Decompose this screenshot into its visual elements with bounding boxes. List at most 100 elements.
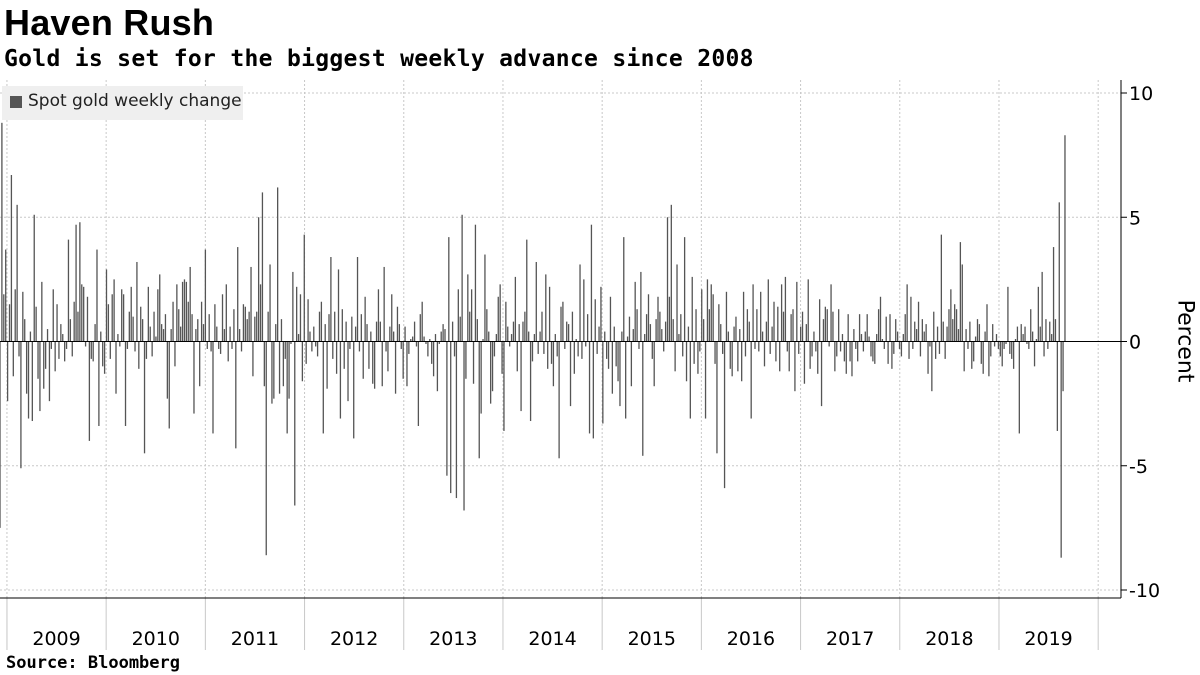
bar <box>425 341 427 344</box>
bar <box>1052 247 1055 342</box>
bar <box>588 341 591 434</box>
bar <box>1049 321 1051 342</box>
bar <box>297 334 300 342</box>
bar <box>351 316 353 342</box>
bar <box>978 324 981 342</box>
bar <box>541 311 543 342</box>
bar <box>672 319 674 342</box>
bar <box>83 286 85 342</box>
x-tick-label: 2009 <box>32 628 80 650</box>
bar <box>434 334 437 342</box>
bar <box>130 286 132 342</box>
bar <box>691 276 693 342</box>
bar <box>1047 341 1049 349</box>
bar <box>37 341 39 379</box>
y-axis-label: Percent <box>1172 299 1198 383</box>
bar <box>917 301 920 342</box>
bar <box>640 271 642 342</box>
bar <box>27 341 30 419</box>
bar <box>347 341 349 402</box>
bar <box>337 269 340 342</box>
bar <box>353 341 355 439</box>
bar <box>438 341 440 344</box>
bar <box>756 309 758 342</box>
bar <box>231 341 233 349</box>
bar <box>919 341 922 357</box>
bar <box>786 341 788 352</box>
bar <box>1014 339 1017 342</box>
y-tick-label: 5 <box>1129 207 1141 229</box>
bar <box>1028 341 1030 349</box>
bar <box>54 341 56 372</box>
bar <box>611 341 614 394</box>
bar <box>242 304 245 342</box>
x-tick-label: 2013 <box>429 628 477 650</box>
bar <box>792 309 794 342</box>
bar <box>368 341 370 369</box>
bar <box>670 204 672 342</box>
bar <box>484 254 486 342</box>
bar <box>727 331 730 342</box>
bar <box>1009 341 1011 354</box>
bar <box>56 304 58 342</box>
bar <box>571 311 574 342</box>
bar <box>244 306 246 342</box>
bar <box>742 291 745 342</box>
bar <box>52 289 54 342</box>
bar <box>1007 286 1009 342</box>
bar <box>961 264 963 342</box>
bar <box>326 341 328 389</box>
bar <box>524 311 526 342</box>
bar <box>373 341 376 389</box>
bar <box>575 339 577 342</box>
bar <box>645 314 648 342</box>
bar <box>259 284 262 342</box>
bar <box>151 341 153 357</box>
bar <box>744 341 747 357</box>
x-tick-label: 2018 <box>925 628 973 650</box>
bar <box>946 326 948 342</box>
bar <box>514 276 517 342</box>
bar <box>763 341 766 367</box>
bar <box>925 324 927 342</box>
bar <box>138 341 140 369</box>
bar <box>343 341 345 369</box>
bar <box>577 341 579 357</box>
bar <box>372 341 374 384</box>
legend-swatch <box>10 96 22 108</box>
bar <box>197 319 199 342</box>
bar <box>202 324 205 342</box>
bar <box>851 341 853 377</box>
bar <box>394 341 397 394</box>
bar <box>556 341 558 357</box>
bar <box>124 341 127 426</box>
bar <box>75 224 77 342</box>
bar <box>1024 326 1026 342</box>
chart-subtitle: Gold is set for the biggest weekly advan… <box>4 46 754 72</box>
bar <box>33 214 35 342</box>
bar <box>1054 319 1057 342</box>
bar <box>813 331 815 342</box>
bar <box>499 284 501 342</box>
bar <box>843 341 846 362</box>
bar <box>752 284 754 342</box>
bar <box>442 324 444 342</box>
bar <box>862 341 865 352</box>
bar <box>879 296 882 342</box>
bar <box>453 341 456 357</box>
bar <box>839 341 842 352</box>
bar <box>579 264 581 342</box>
bar <box>955 309 958 342</box>
bar <box>741 341 743 382</box>
bar <box>128 311 130 342</box>
bar <box>853 329 855 342</box>
bar <box>332 341 334 359</box>
bar <box>223 329 226 342</box>
bar <box>801 311 804 342</box>
bar <box>811 341 813 357</box>
bar <box>567 324 570 342</box>
bar <box>758 341 760 352</box>
bar <box>362 341 364 379</box>
bar <box>507 326 509 342</box>
bar <box>990 341 992 357</box>
